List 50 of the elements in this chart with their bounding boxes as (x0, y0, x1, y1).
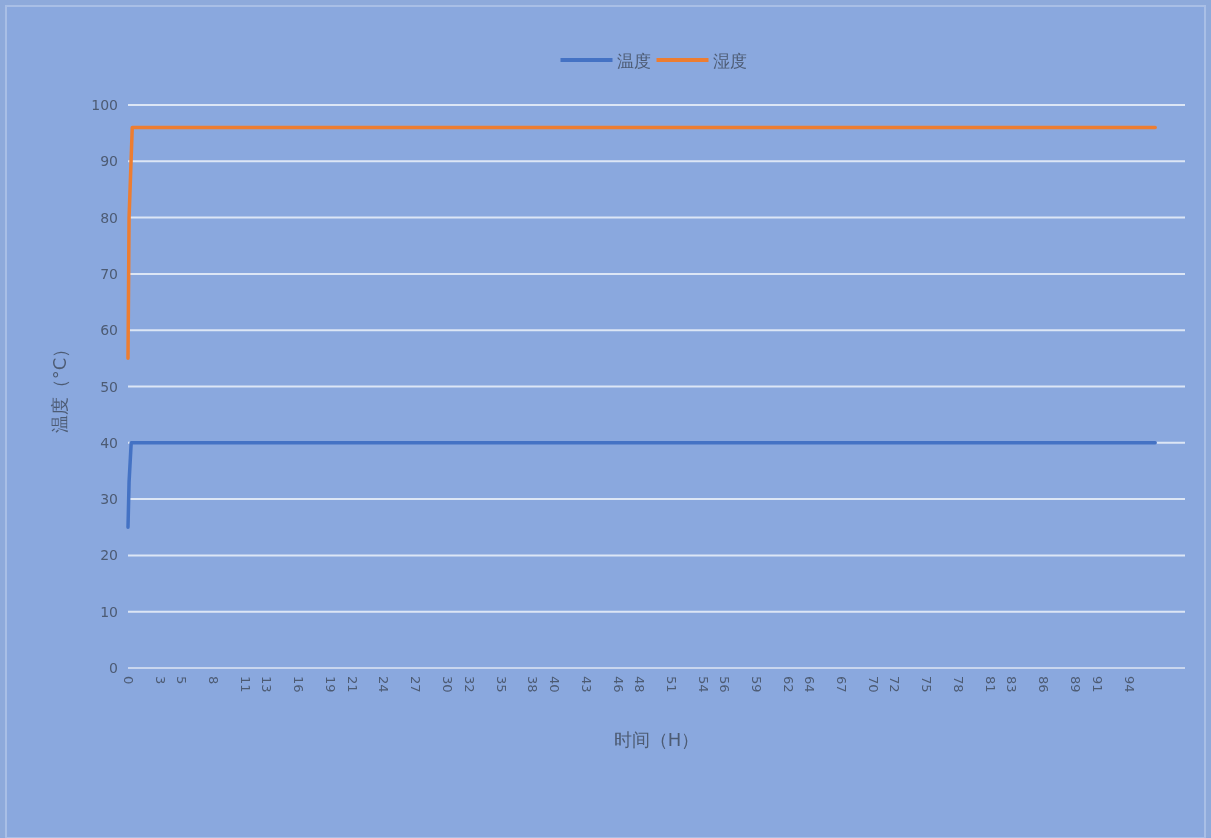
x-tick-label: 19 (323, 676, 339, 693)
x-tick-label: 62 (780, 676, 796, 693)
x-tick-label: 67 (834, 676, 850, 693)
x-tick-label: 32 (461, 676, 477, 693)
x-tick-label: 3 (152, 676, 168, 685)
y-tick-label: 90 (100, 153, 118, 170)
legend-label: 温度 (616, 51, 651, 71)
x-tick-label: 81 (983, 676, 999, 693)
x-tick-label: 91 (1089, 676, 1105, 693)
x-tick-label: 11 (238, 676, 254, 693)
y-tick-label: 100 (91, 97, 118, 113)
x-tick-label: 38 (525, 676, 541, 693)
y-tick-label: 60 (100, 322, 118, 339)
legend-label: 湿度 (712, 51, 747, 71)
x-tick-label: 30 (440, 676, 456, 693)
x-tick-label: 64 (802, 676, 818, 693)
x-tick-label: 40 (546, 676, 562, 693)
x-tick-label: 86 (1036, 676, 1052, 693)
x-tick-label: 46 (610, 676, 626, 693)
x-tick-label: 48 (631, 676, 647, 693)
x-tick-label: 94 (1121, 676, 1137, 693)
x-tick-label: 24 (376, 676, 392, 693)
y-tick-label: 80 (100, 209, 118, 226)
y-tick-label: 30 (100, 491, 118, 508)
y-tick-label: 20 (100, 547, 118, 564)
x-tick-label: 16 (291, 676, 307, 693)
x-axis-title: 时间（H） (613, 729, 700, 750)
x-tick-label: 8 (206, 676, 222, 685)
x-tick-label: 21 (344, 676, 360, 693)
y-tick-label: 70 (100, 265, 118, 282)
x-tick-label: 72 (887, 676, 903, 693)
x-tick-label: 54 (695, 676, 711, 693)
y-axis-title: 温度（°C） (49, 339, 70, 434)
x-tick-label: 0 (121, 676, 136, 685)
x-tick-label: 78 (951, 676, 967, 693)
x-tick-label: 35 (493, 676, 509, 693)
x-tick-label: 56 (717, 676, 733, 693)
y-tick-label: 50 (100, 378, 118, 395)
x-tick-label: 27 (408, 676, 424, 693)
x-tick-label: 75 (919, 676, 935, 693)
y-tick-label: 40 (100, 434, 118, 451)
x-tick-label: 5 (174, 676, 190, 685)
x-tick-label: 89 (1068, 676, 1084, 693)
y-tick-label: 10 (100, 603, 118, 620)
x-tick-label: 51 (663, 676, 679, 693)
x-tick-label: 13 (259, 676, 275, 693)
x-tick-label: 70 (866, 676, 882, 693)
x-tick-label: 83 (1004, 676, 1020, 693)
x-tick-label: 59 (749, 676, 765, 693)
x-tick-label: 43 (578, 676, 594, 693)
